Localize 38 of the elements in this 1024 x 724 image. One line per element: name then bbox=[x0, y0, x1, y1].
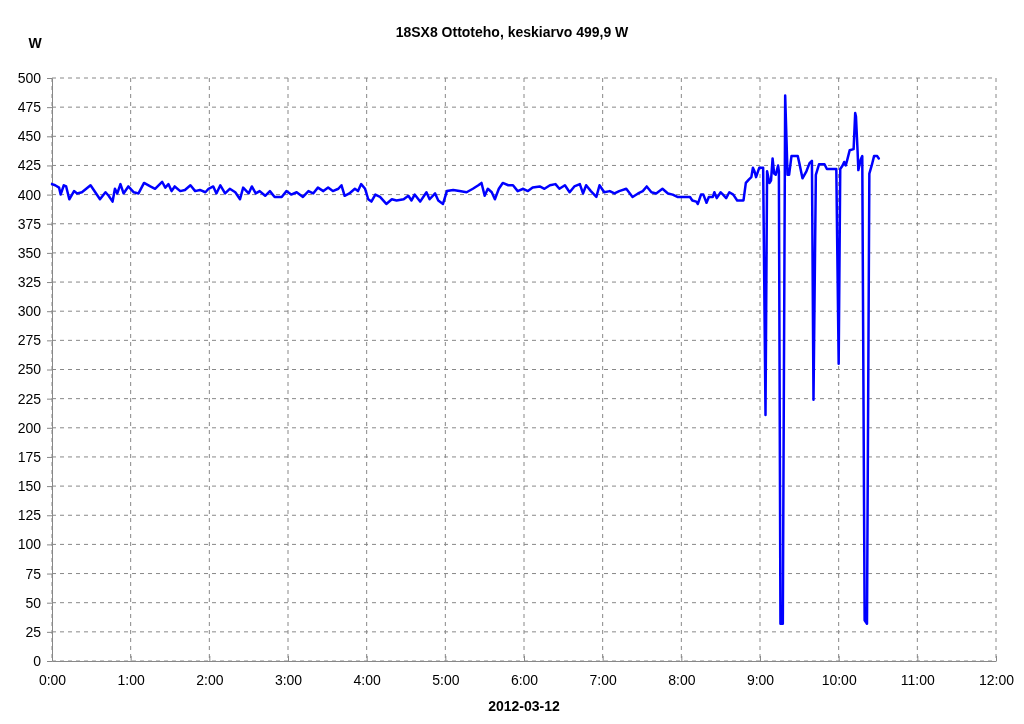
y-tick-label: 275 bbox=[17, 332, 42, 349]
y-tick-label: 25 bbox=[25, 623, 42, 640]
y-tick-label: 350 bbox=[17, 244, 42, 261]
y-tick-label: 50 bbox=[25, 594, 42, 611]
y-tick-label: 400 bbox=[17, 186, 42, 203]
x-tick-label: 3:00 bbox=[274, 671, 303, 688]
y-tick-label: 325 bbox=[17, 274, 42, 291]
y-tick-label: 375 bbox=[17, 215, 42, 232]
x-tick-label: 8:00 bbox=[668, 671, 696, 688]
y-tick-label: 125 bbox=[17, 507, 42, 524]
y-tick-label: 150 bbox=[17, 478, 42, 495]
y-tick-label: 200 bbox=[17, 419, 42, 436]
y-tick-label: 300 bbox=[17, 303, 42, 320]
x-tick-label: 2:00 bbox=[196, 671, 224, 688]
y-tick-label: 0 bbox=[33, 652, 42, 669]
x-tick-label: 9:00 bbox=[746, 671, 775, 688]
y-axis-title: W bbox=[28, 35, 43, 51]
y-tick-label: 225 bbox=[17, 390, 42, 407]
x-tick-label: 4:00 bbox=[353, 671, 381, 688]
x-tick-label: 11:00 bbox=[900, 671, 936, 688]
y-tick-label: 425 bbox=[17, 157, 42, 174]
y-tick-label: 500 bbox=[17, 69, 42, 86]
y-tick-label: 100 bbox=[17, 536, 42, 553]
x-tick-label: 10:00 bbox=[821, 671, 857, 688]
x-axis-title: 2012-03-12 bbox=[488, 698, 561, 714]
x-tick-label: 7:00 bbox=[589, 671, 617, 688]
x-tick-label: 0:00 bbox=[38, 671, 67, 688]
chart-title: 18SX8 Ottoteho, keskiarvo 499,9 W bbox=[395, 24, 630, 40]
y-tick-label: 250 bbox=[17, 361, 42, 378]
y-tick-label: 75 bbox=[25, 565, 42, 582]
x-tick-label: 12:00 bbox=[978, 671, 1015, 688]
y-tick-label: 475 bbox=[17, 99, 42, 116]
x-tick-label: 5:00 bbox=[432, 671, 460, 688]
line-series bbox=[50, 94, 881, 625]
x-tick-label: 1:00 bbox=[117, 671, 145, 688]
y-tick-label: 175 bbox=[17, 448, 42, 465]
y-tick-label: 450 bbox=[17, 128, 42, 145]
x-tick-label: 6:00 bbox=[510, 671, 539, 688]
